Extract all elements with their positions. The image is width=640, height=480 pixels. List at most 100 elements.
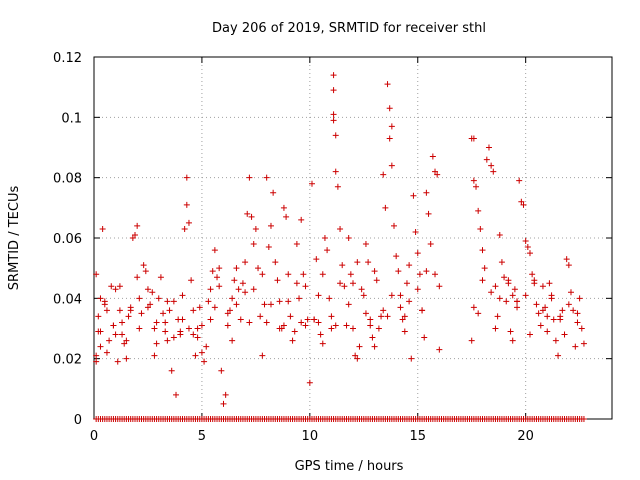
data-point bbox=[429, 153, 436, 160]
data-point bbox=[211, 247, 218, 254]
data-point bbox=[231, 277, 238, 284]
data-point bbox=[574, 310, 581, 317]
data-point bbox=[382, 204, 389, 211]
data-point bbox=[233, 265, 240, 272]
data-point bbox=[432, 271, 439, 278]
data-point bbox=[203, 343, 210, 350]
data-point bbox=[479, 277, 486, 284]
data-point bbox=[572, 343, 579, 350]
data-point bbox=[321, 235, 328, 241]
data-point bbox=[552, 337, 559, 344]
data-point bbox=[151, 325, 158, 332]
data-point bbox=[330, 117, 337, 124]
data-point bbox=[326, 295, 333, 302]
data-point bbox=[285, 271, 292, 278]
data-point bbox=[559, 307, 566, 314]
data-point bbox=[280, 322, 287, 329]
data-point bbox=[367, 316, 374, 323]
data-point bbox=[565, 301, 572, 308]
data-point bbox=[127, 307, 134, 314]
data-point bbox=[557, 313, 564, 320]
data-point bbox=[317, 331, 324, 338]
data-point bbox=[522, 238, 529, 245]
data-point bbox=[306, 379, 313, 386]
data-points bbox=[93, 72, 587, 422]
data-point bbox=[265, 244, 272, 251]
data-point bbox=[414, 286, 421, 293]
data-point bbox=[352, 352, 359, 359]
data-point bbox=[272, 259, 279, 266]
data-point bbox=[501, 274, 508, 281]
y-tick-label: 0.08 bbox=[53, 172, 82, 187]
data-point bbox=[226, 307, 233, 314]
data-point bbox=[490, 168, 497, 175]
data-point bbox=[388, 123, 395, 130]
data-point bbox=[119, 319, 126, 326]
data-point bbox=[492, 325, 499, 332]
data-point bbox=[235, 286, 242, 293]
data-point bbox=[535, 310, 542, 317]
data-point bbox=[259, 271, 266, 278]
data-point bbox=[188, 277, 195, 284]
data-point bbox=[524, 244, 531, 251]
data-point bbox=[194, 334, 201, 341]
data-point bbox=[116, 307, 123, 314]
data-point bbox=[488, 289, 495, 296]
data-point bbox=[112, 331, 119, 338]
data-point bbox=[229, 337, 236, 344]
data-point bbox=[211, 304, 218, 311]
data-point bbox=[97, 343, 104, 350]
data-point bbox=[436, 283, 443, 290]
data-point bbox=[291, 328, 298, 335]
data-point bbox=[436, 346, 443, 353]
data-point bbox=[337, 225, 344, 232]
data-point bbox=[350, 280, 356, 287]
y-tick-label: 0.1 bbox=[61, 111, 82, 126]
data-point bbox=[97, 328, 104, 335]
data-point bbox=[328, 313, 335, 320]
x-tick-label: 20 bbox=[517, 429, 534, 444]
data-point bbox=[548, 292, 555, 299]
data-point bbox=[259, 352, 266, 359]
data-point bbox=[496, 231, 503, 238]
y-tick-label: 0 bbox=[74, 413, 82, 428]
data-point bbox=[386, 105, 393, 112]
data-point bbox=[580, 340, 587, 347]
data-point bbox=[116, 283, 123, 290]
data-point bbox=[183, 174, 190, 181]
data-point bbox=[350, 325, 356, 332]
data-point bbox=[239, 280, 246, 287]
data-point bbox=[229, 295, 236, 302]
data-point bbox=[408, 355, 415, 362]
data-point bbox=[550, 316, 557, 323]
data-point bbox=[319, 340, 326, 347]
data-point bbox=[170, 334, 177, 341]
data-point bbox=[470, 177, 477, 184]
data-point bbox=[164, 298, 171, 305]
data-point bbox=[190, 331, 197, 338]
data-point bbox=[95, 313, 102, 320]
data-point bbox=[360, 292, 367, 299]
data-point bbox=[542, 304, 549, 311]
data-point bbox=[555, 352, 562, 359]
data-point bbox=[401, 328, 408, 335]
data-point bbox=[224, 310, 231, 317]
data-point bbox=[470, 304, 477, 311]
data-point bbox=[375, 325, 382, 332]
data-point bbox=[520, 201, 527, 208]
data-point bbox=[324, 247, 331, 254]
data-point bbox=[412, 228, 419, 235]
data-point bbox=[99, 225, 106, 232]
data-point bbox=[537, 322, 544, 329]
data-point bbox=[514, 304, 521, 311]
data-point bbox=[332, 132, 339, 139]
data-point bbox=[246, 174, 253, 181]
data-point bbox=[397, 304, 404, 311]
data-point bbox=[578, 325, 585, 332]
x-tick-label: 0 bbox=[90, 429, 98, 444]
data-point bbox=[216, 283, 223, 290]
data-point bbox=[481, 265, 488, 272]
data-point bbox=[406, 262, 413, 269]
data-point bbox=[93, 352, 100, 359]
data-point bbox=[539, 307, 546, 314]
